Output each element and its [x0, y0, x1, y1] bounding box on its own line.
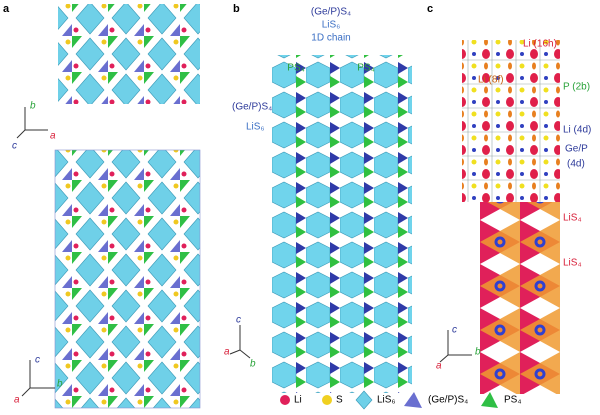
axis-label: b	[475, 347, 481, 358]
axis-label: c	[35, 355, 40, 366]
annotation: LiS₄	[563, 213, 582, 224]
structure-image	[272, 55, 412, 393]
structure-image	[58, 4, 200, 104]
panel-label: a	[3, 3, 10, 15]
axis-label: b	[57, 379, 63, 390]
legend-label: (Ge/P)S₄	[428, 395, 468, 406]
annotation: Li (8f)	[478, 75, 504, 86]
legend-label: Li	[294, 395, 302, 406]
axis-label: a	[50, 131, 56, 142]
legend-label: LiS₆	[377, 395, 396, 406]
structure-image	[462, 40, 560, 202]
annotation: Li (4d)	[563, 125, 591, 136]
annotation: (Ge/P)S₄	[232, 102, 272, 113]
axis-label: a	[14, 395, 20, 406]
legend-label: PS₄	[504, 395, 521, 406]
annotation: 1D chain	[311, 33, 350, 44]
legend: Li S LiS₆ (Ge/P)S₄ PS₄	[280, 390, 521, 410]
axis-label: c	[452, 325, 457, 336]
annotation: (Ge/P)S₄	[311, 7, 351, 18]
legend-label: S	[336, 395, 343, 406]
axis-label: b	[250, 359, 256, 370]
annotation: LiS₄	[563, 258, 582, 269]
annotation: Li (16h)	[523, 39, 557, 50]
structure-image	[480, 202, 560, 394]
axis-label: c	[236, 315, 241, 326]
axis-label: c	[12, 141, 17, 152]
annotation: PS₄	[357, 63, 374, 74]
annotation: PS₄	[287, 63, 304, 74]
structure-image	[54, 149, 201, 409]
panel-label: b	[233, 3, 240, 15]
annotation: Ge/P	[565, 144, 588, 155]
panel-label: c	[427, 3, 433, 15]
axis-triad	[16, 107, 55, 397]
axis-label: b	[30, 101, 36, 112]
annotation: P (2b)	[563, 82, 590, 93]
axis-triad	[439, 330, 472, 363]
axis-triad	[229, 325, 251, 359]
annotation: LiS₆	[322, 20, 341, 31]
annotation: (4d)	[567, 159, 585, 170]
annotation: LiS₆	[246, 122, 265, 133]
axis-label: a	[436, 361, 442, 372]
axis-label: a	[224, 347, 230, 358]
